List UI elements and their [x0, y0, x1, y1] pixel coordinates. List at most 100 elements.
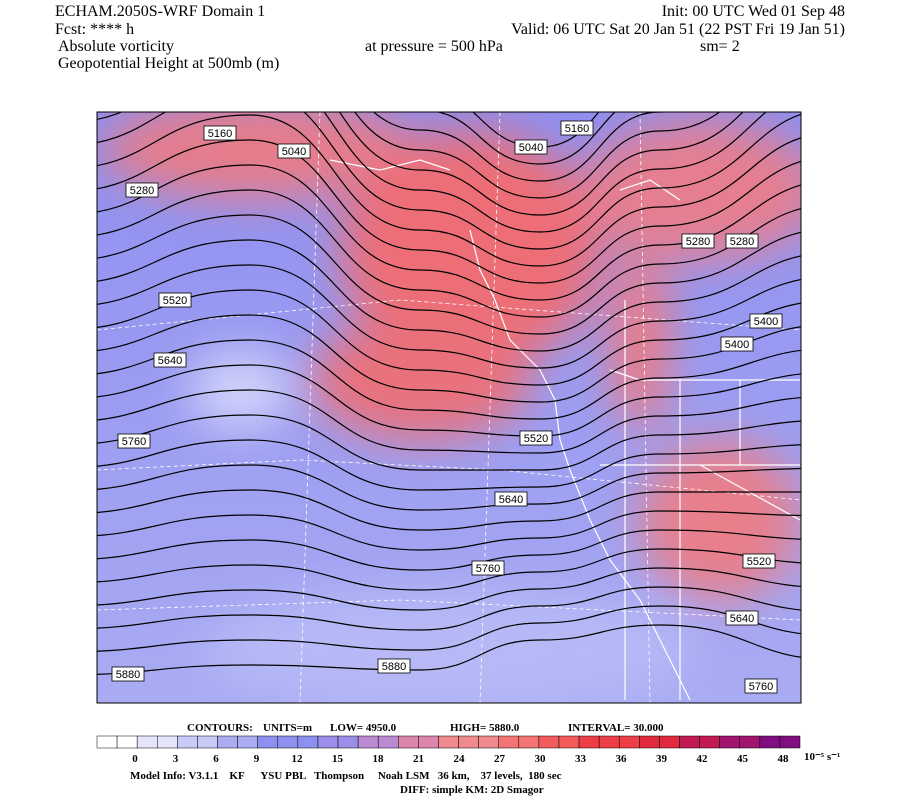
colorbar-swatch — [679, 735, 700, 749]
contour-label: 5640 — [499, 494, 523, 506]
colorbar-swatch — [237, 735, 258, 749]
colorbar-swatch — [317, 735, 339, 749]
contour-label-box — [203, 125, 237, 141]
init-time: Init: 00 UTC Wed 01 Sep 48 — [662, 3, 845, 20]
contour-label: 5520 — [163, 295, 187, 307]
map — [97, 112, 801, 703]
contour-label-box — [560, 120, 594, 136]
contour-label: 5280 — [686, 236, 710, 248]
colorbar-swatch — [337, 735, 359, 749]
colorbar-swatch — [618, 735, 640, 749]
contour-label: 5640 — [158, 355, 182, 367]
colorbar-tick-label: 48 — [778, 753, 790, 765]
colorbar-swatch — [498, 735, 520, 749]
contour-label: 5280 — [130, 185, 154, 197]
contour-line — [97, 264, 801, 369]
colorbar-tick-label: 45 — [737, 753, 749, 765]
contour-label: 5880 — [382, 661, 406, 673]
colorbar-swatch — [639, 735, 660, 749]
contour-line — [97, 567, 801, 611]
colorbar-swatch — [116, 735, 138, 749]
colorbar-swatch — [357, 735, 379, 749]
contour-label: 5160 — [565, 123, 589, 135]
colorbar-swatch — [538, 735, 560, 749]
contour-label: 5640 — [730, 613, 754, 625]
contour-info: INTERVAL= 30.000 — [568, 722, 664, 734]
colorbar-swatch — [558, 735, 580, 749]
contour-line — [97, 139, 801, 284]
contour-label: 5040 — [519, 142, 543, 154]
colorbar-tick-label: 12 — [292, 753, 304, 765]
contour-line — [97, 314, 801, 403]
colorbar-swatch — [759, 735, 781, 749]
contour-line — [338, 112, 744, 216]
header-line: Absolute vorticity — [58, 38, 174, 55]
colorbar-swatch — [136, 735, 158, 749]
colorbar-tick-label: 42 — [697, 753, 709, 765]
colorbar-tick-label: 33 — [575, 753, 587, 765]
contour-line — [97, 464, 801, 511]
colorbar-swatch — [659, 735, 680, 749]
colorbar-swatch — [779, 735, 801, 749]
colorbar-tick-label: 3 — [173, 753, 179, 765]
colorbar-swatch — [518, 735, 540, 749]
colorbar-swatch — [197, 735, 218, 749]
contour-line — [97, 289, 801, 386]
colorbar-swatch — [217, 735, 238, 749]
valid-time: Valid: 06 UTC Sat 20 Jan 51 (22 PST Fri … — [511, 21, 845, 38]
contour-info: LOW= 4950.0 — [330, 722, 397, 734]
colorbar-swatch — [297, 735, 319, 749]
contour-line — [97, 239, 801, 352]
contour-line — [97, 529, 801, 571]
contour-label-box — [725, 610, 759, 626]
header-line: ECHAM.2050S-WRF Domain 1 — [55, 3, 265, 20]
colorbar-tick-label: 30 — [535, 753, 547, 765]
contour-label-box — [494, 491, 528, 507]
contour-label-box — [742, 553, 776, 569]
contour-label: 5760 — [476, 563, 500, 575]
contour-label-box — [514, 139, 548, 155]
colorbar-swatch — [96, 735, 118, 749]
contour-label: 5880 — [116, 669, 140, 681]
colorbar-tick-label: 9 — [254, 753, 260, 765]
colorbar-swatch — [177, 735, 198, 749]
contour-line — [97, 548, 801, 591]
colorbar-swatch — [458, 735, 479, 749]
contour-label-box — [749, 313, 783, 329]
colorbar-swatch — [598, 735, 620, 749]
contour-line — [97, 586, 801, 631]
colorbar-swatch — [739, 735, 761, 749]
colorbar-tick-label: 18 — [373, 753, 385, 765]
contour-info: UNITS=m — [263, 722, 312, 734]
contour-line — [97, 114, 801, 267]
smoothing: sm= 2 — [700, 38, 740, 55]
map-frame — [96, 111, 802, 704]
colorbar-swatch — [699, 735, 720, 749]
contour-line — [97, 439, 801, 491]
colorbar-tick-label: 6 — [213, 753, 219, 765]
contour-label-box — [725, 233, 759, 249]
model-info: Model Info: V3.1.1 KF YSU PBL Thompson N… — [130, 770, 562, 782]
contour-line — [97, 389, 801, 454]
contour-label-box — [720, 336, 754, 352]
colorbar-swatch — [418, 735, 439, 749]
colorbar-swatch — [719, 735, 740, 749]
contour-line — [97, 214, 801, 335]
contour-label-box — [744, 678, 778, 694]
contour-label: 5040 — [282, 146, 306, 158]
colorbar-tick-label: 27 — [494, 753, 506, 765]
contour-label-box — [153, 352, 187, 368]
contour-info: CONTOURS: — [187, 722, 253, 734]
contour-label: 5520 — [524, 433, 548, 445]
contour-label-box — [519, 430, 553, 446]
colorbar-swatch — [438, 735, 459, 749]
contour-line — [97, 364, 801, 437]
contour-label: 5760 — [749, 681, 773, 693]
contour-line — [97, 189, 801, 318]
contour-label: 5400 — [725, 339, 749, 351]
contour-label-box — [111, 666, 145, 682]
contour-label: 5400 — [754, 316, 778, 328]
colorbar-unit: 10⁻⁵ s⁻¹ — [804, 751, 840, 763]
colorbar-swatch — [377, 735, 399, 749]
